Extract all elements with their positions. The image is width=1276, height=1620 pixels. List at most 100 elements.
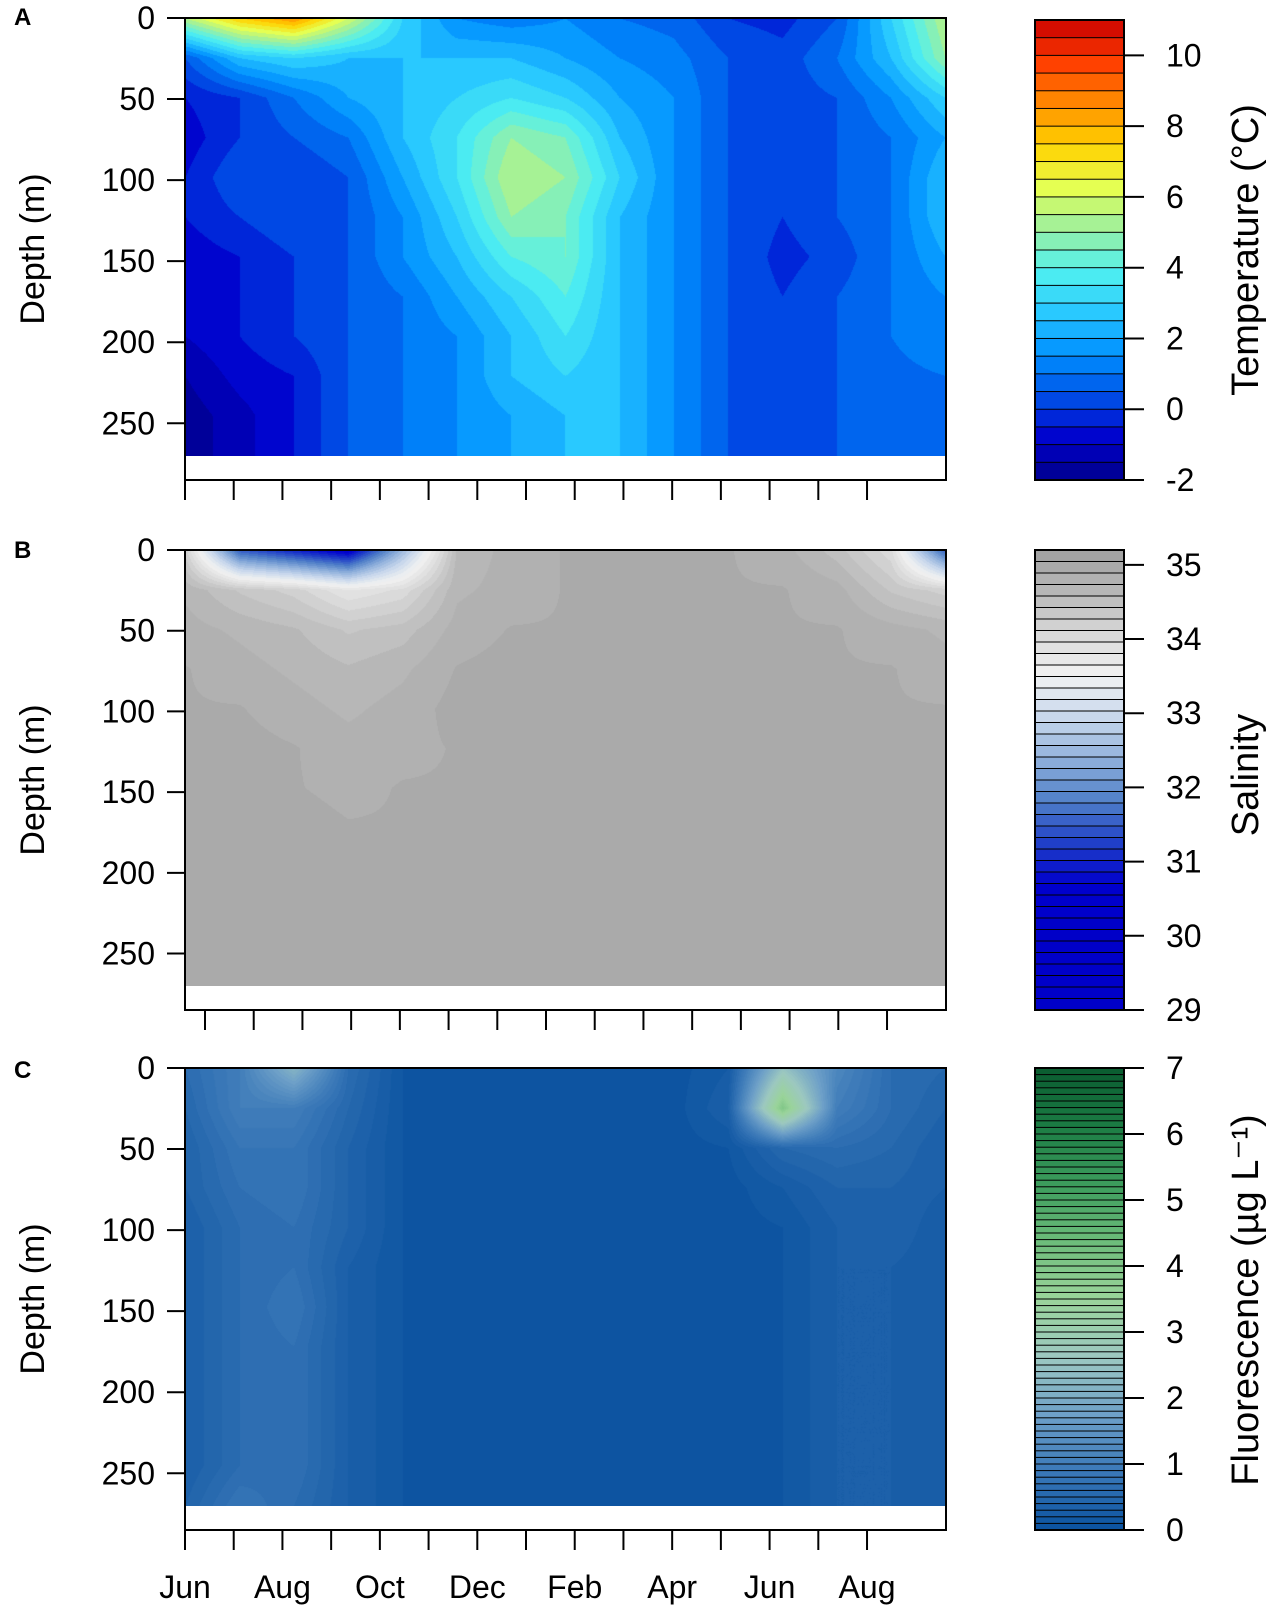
- colorbar-level: [1034, 1192, 1125, 1202]
- colorbar-level: [1034, 940, 1125, 954]
- colorbar-level: [1034, 733, 1125, 747]
- colorbar-level: [1034, 1232, 1125, 1241]
- colorbar-level: [1034, 561, 1125, 574]
- y-tick-label: 250: [102, 936, 155, 972]
- plot-frame: [184, 549, 947, 1011]
- colorbar-tick-label: -2: [1166, 462, 1194, 498]
- colorbar-level: [1034, 72, 1125, 92]
- colorbar-level: [1034, 595, 1125, 609]
- colorbar-level: [1034, 125, 1125, 145]
- y-tick-label: 100: [102, 693, 155, 729]
- colorbar-level: [1034, 1357, 1125, 1367]
- colorbar-level: [1034, 37, 1125, 57]
- colorbar-level: [1034, 1113, 1125, 1122]
- colorbar-level: [1034, 1496, 1125, 1505]
- colorbar-level: [1034, 1483, 1125, 1492]
- y-axis-title: Depth (m): [14, 173, 52, 324]
- colorbar-tick-label: 29: [1166, 992, 1202, 1028]
- colorbar-level: [1034, 1390, 1125, 1400]
- colorbar-level: [1034, 90, 1125, 110]
- colorbar-level: [1034, 19, 1125, 39]
- y-tick-label: 250: [102, 1455, 155, 1491]
- x-tick-label: Aug: [839, 1569, 896, 1605]
- panel-b: 0 50 100 150 200 250 Depth (m) B 35 34 33 32 31 30 29 S…: [14, 532, 1267, 1030]
- colorbar-level: [1034, 630, 1125, 643]
- colorbar-level: [1034, 1146, 1125, 1155]
- colorbar-tick-label: 0: [1166, 1512, 1184, 1548]
- colorbar-level: [1034, 871, 1125, 885]
- colorbar-level: [1034, 373, 1125, 393]
- colorbar-tick-label: 31: [1166, 844, 1202, 880]
- colorbar-level: [1034, 664, 1125, 678]
- colorbar-level: [1034, 837, 1125, 850]
- colorbar-level: [1034, 1291, 1125, 1301]
- colorbar-level: [1034, 1351, 1125, 1360]
- colorbar-tick-label: 4: [1166, 1248, 1184, 1284]
- colorbar-level: [1034, 779, 1125, 793]
- colorbar-level: [1034, 963, 1125, 977]
- colorbar-level: [1034, 143, 1125, 163]
- colorbar-level: [1034, 848, 1125, 862]
- heatmap-image: [185, 18, 946, 456]
- colorbar-level: [1034, 1225, 1125, 1235]
- colorbar-level: [1034, 1120, 1125, 1129]
- colorbar: 7 6 5 4 3 2 1 0 Fluorescence (µg L⁻¹): [1034, 1050, 1267, 1548]
- colorbar-level: [1034, 975, 1125, 988]
- colorbar-level: [1034, 1489, 1125, 1499]
- colorbar-level: [1034, 998, 1125, 1011]
- y-tick-label: 200: [102, 324, 155, 360]
- colorbar-level: [1034, 1503, 1125, 1512]
- colorbar-tick-label: 6: [1166, 179, 1184, 215]
- colorbar-level: [1034, 1258, 1125, 1268]
- colorbar-level: [1034, 1404, 1125, 1413]
- colorbar-frame: [1034, 1067, 1125, 1531]
- y-tick-label: 0: [137, 1050, 155, 1086]
- colorbar-level: [1034, 756, 1125, 770]
- colorbar-level: [1034, 267, 1125, 287]
- colorbar-level: [1034, 825, 1125, 839]
- colorbar-title: Salinity: [1225, 714, 1267, 837]
- colorbar-level: [1034, 791, 1125, 804]
- y-tick-label: 200: [102, 855, 155, 891]
- colorbar-level: [1034, 214, 1125, 234]
- colorbar-level: [1034, 641, 1125, 655]
- colorbar-level: [1034, 1140, 1125, 1149]
- y-tick-label: 100: [102, 162, 155, 198]
- colorbar-level: [1034, 161, 1125, 181]
- colorbar-level: [1034, 302, 1125, 322]
- y-tick-label: 0: [137, 0, 155, 36]
- colorbar-level: [1034, 1305, 1125, 1314]
- colorbar-title: Fluorescence (µg L⁻¹): [1225, 1114, 1267, 1485]
- colorbar-level: [1034, 1100, 1125, 1109]
- colorbar-level: [1034, 1423, 1125, 1433]
- colorbar-level: [1034, 1430, 1125, 1439]
- plot-frame: [184, 1067, 947, 1531]
- colorbar-level: [1034, 1318, 1125, 1327]
- colorbar-level: [1034, 814, 1125, 827]
- colorbar-level: [1034, 1437, 1125, 1446]
- panel-label: C: [14, 1057, 31, 1084]
- colorbar-level: [1034, 320, 1125, 340]
- colorbar-level: [1034, 1107, 1125, 1116]
- y-tick-label: 50: [119, 81, 155, 117]
- colorbar-level: [1034, 1272, 1125, 1281]
- colorbar-tick-label: 3: [1166, 1314, 1184, 1350]
- colorbar-level: [1034, 572, 1125, 586]
- y-tick-label: 100: [102, 1212, 155, 1248]
- colorbar-level: [1034, 883, 1125, 896]
- colorbar-level: [1034, 1080, 1125, 1089]
- colorbar-level: [1034, 337, 1125, 358]
- colorbar-level: [1034, 1265, 1125, 1274]
- colorbar-level: [1034, 1364, 1125, 1373]
- colorbar-level: [1034, 549, 1125, 563]
- colorbar-level: [1034, 768, 1125, 781]
- y-tick-label: 150: [102, 243, 155, 279]
- x-tick-label: Jun: [159, 1569, 211, 1605]
- colorbar-level: [1034, 1173, 1125, 1182]
- colorbar-tick-label: 30: [1166, 918, 1202, 954]
- colorbar-level: [1034, 952, 1125, 965]
- colorbar-level: [1034, 1074, 1125, 1083]
- colorbar-level: [1034, 860, 1125, 873]
- colorbar-level: [1034, 745, 1125, 758]
